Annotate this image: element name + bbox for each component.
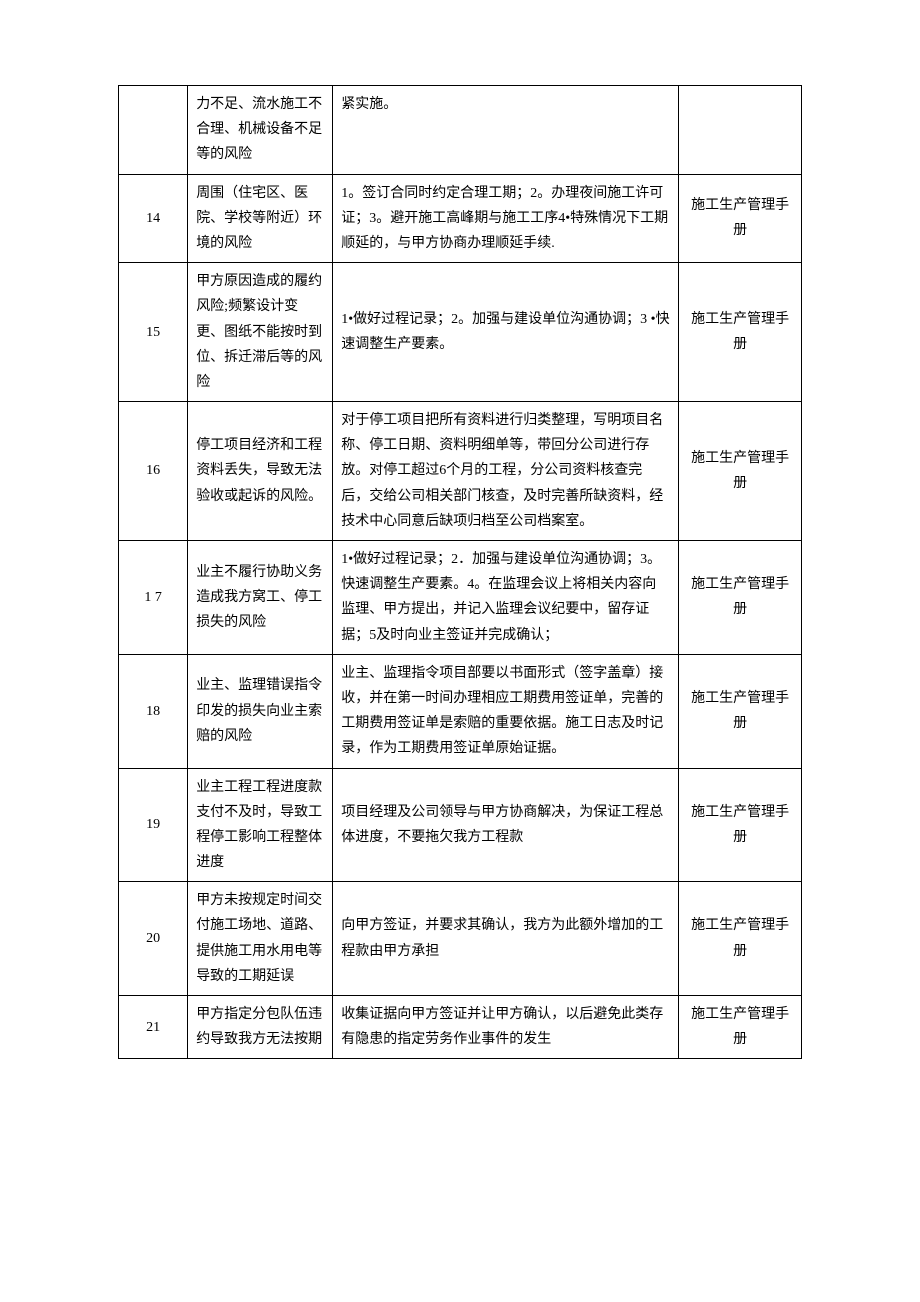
risk-description-cell: 业主工程工程进度款支付不及时，导致工程停工影响工程整体进度: [188, 768, 333, 882]
table-row: 21甲方指定分包队伍违约导致我方无法按期收集证据向甲方签证并让甲方确认，以后避免…: [119, 996, 802, 1059]
row-number-cell: 18: [119, 654, 188, 768]
measure-cell: 1•做好过程记录；2．加强与建设单位沟通协调；3。快速调整生产要素。4。在监理会…: [333, 541, 679, 655]
measure-cell: 业主、监理指令项目部要以书面形式（签字盖章）接收，并在第一时间办理相应工期费用签…: [333, 654, 679, 768]
table-row: 14周围（住宅区、医院、学校等附近）环境的风险1。签订合同时约定合理工期；2。办…: [119, 174, 802, 263]
row-number-cell: 14: [119, 174, 188, 263]
manual-reference-cell: 施工生产管理手册: [679, 654, 802, 768]
risk-description-cell: 甲方指定分包队伍违约导致我方无法按期: [188, 996, 333, 1059]
table-row: 20甲方未按规定时间交付施工场地、道路、提供施工用水用电等导致的工期延误向甲方签…: [119, 882, 802, 996]
manual-reference-cell: [679, 86, 802, 175]
row-number-cell: 16: [119, 402, 188, 541]
risk-description-cell: 停工项目经济和工程资料丢失，导致无法验收或起诉的风险。: [188, 402, 333, 541]
table-row: 1 7业主不履行协助义务造成我方窝工、停工损失的风险1•做好过程记录；2．加强与…: [119, 541, 802, 655]
row-number-cell: 15: [119, 263, 188, 402]
manual-reference-cell: 施工生产管理手册: [679, 996, 802, 1059]
manual-reference-cell: 施工生产管理手册: [679, 541, 802, 655]
row-number-cell: [119, 86, 188, 175]
row-number-cell: 1 7: [119, 541, 188, 655]
table-row: 18业主、监理错误指令印发的损失向业主索赔的风险业主、监理指令项目部要以书面形式…: [119, 654, 802, 768]
manual-reference-cell: 施工生产管理手册: [679, 768, 802, 882]
measure-cell: 对于停工项目把所有资料进行归类整理，写明项目名称、停工日期、资料明细单等，带回分…: [333, 402, 679, 541]
measure-cell: 1•做好过程记录；2。加强与建设单位沟通协调；3 •快速调整生产要素。: [333, 263, 679, 402]
risk-description-cell: 力不足、流水施工不合理、机械设备不足等的风险: [188, 86, 333, 175]
risk-description-cell: 甲方原因造成的履约风险;频繁设计变更、图纸不能按时到位、拆迁滞后等的风险: [188, 263, 333, 402]
row-number-cell: 20: [119, 882, 188, 996]
measure-cell: 1。签订合同时约定合理工期；2。办理夜间施工许可证；3。避开施工高峰期与施工工序…: [333, 174, 679, 263]
measure-cell: 向甲方签证，并要求其确认，我方为此额外增加的工程款由甲方承担: [333, 882, 679, 996]
table-row: 16停工项目经济和工程资料丢失，导致无法验收或起诉的风险。对于停工项目把所有资料…: [119, 402, 802, 541]
measure-cell: 项目经理及公司领导与甲方协商解决，为保证工程总体进度，不要拖欠我方工程款: [333, 768, 679, 882]
table-row: 19业主工程工程进度款支付不及时，导致工程停工影响工程整体进度项目经理及公司领导…: [119, 768, 802, 882]
row-number-cell: 21: [119, 996, 188, 1059]
table-row: 力不足、流水施工不合理、机械设备不足等的风险紧实施。: [119, 86, 802, 175]
manual-reference-cell: 施工生产管理手册: [679, 402, 802, 541]
measure-cell: 收集证据向甲方签证并让甲方确认，以后避免此类存有隐患的指定劳务作业事件的发生: [333, 996, 679, 1059]
manual-reference-cell: 施工生产管理手册: [679, 263, 802, 402]
row-number-cell: 19: [119, 768, 188, 882]
measure-cell: 紧实施。: [333, 86, 679, 175]
risk-management-table: 力不足、流水施工不合理、机械设备不足等的风险紧实施。14周围（住宅区、医院、学校…: [118, 85, 802, 1059]
risk-description-cell: 业主不履行协助义务造成我方窝工、停工损失的风险: [188, 541, 333, 655]
risk-description-cell: 甲方未按规定时间交付施工场地、道路、提供施工用水用电等导致的工期延误: [188, 882, 333, 996]
table-row: 15甲方原因造成的履约风险;频繁设计变更、图纸不能按时到位、拆迁滞后等的风险1•…: [119, 263, 802, 402]
manual-reference-cell: 施工生产管理手册: [679, 174, 802, 263]
risk-description-cell: 业主、监理错误指令印发的损失向业主索赔的风险: [188, 654, 333, 768]
risk-description-cell: 周围（住宅区、医院、学校等附近）环境的风险: [188, 174, 333, 263]
manual-reference-cell: 施工生产管理手册: [679, 882, 802, 996]
